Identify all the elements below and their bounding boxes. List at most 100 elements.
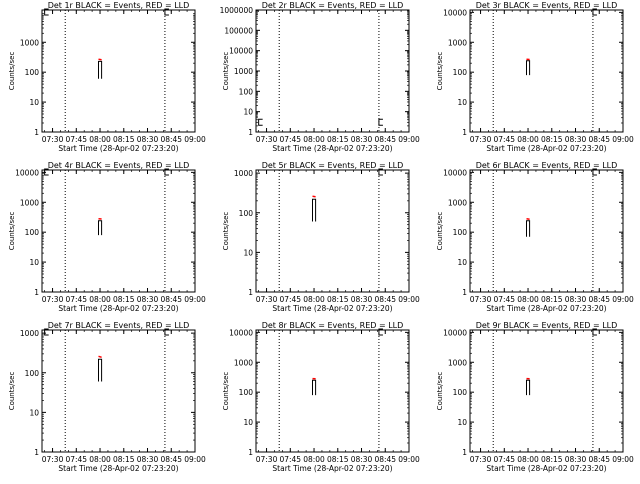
- events-series-line: [313, 380, 316, 395]
- chart-panel: Det 9r BLACK = Events, RED = LLD11010010…: [436, 321, 634, 473]
- y-tick-label: 1000: [20, 329, 39, 338]
- y-axis-label: Counts/sec: [8, 372, 16, 411]
- y-tick-label: 1: [34, 128, 39, 137]
- y-tick-label: 1000: [234, 169, 253, 178]
- y-tick-label: 1000: [20, 198, 39, 207]
- x-tick-label: 08:15: [327, 135, 349, 144]
- y-tick-label: 1: [248, 128, 253, 137]
- y-tick-label: 10: [457, 418, 467, 427]
- x-tick-label: 07:30: [42, 135, 64, 144]
- y-tick-label: 10: [29, 258, 39, 267]
- x-tick-label: 07:45: [65, 455, 87, 464]
- x-tick-label: 09:00: [184, 295, 206, 304]
- y-axis-label: Counts/sec: [8, 212, 16, 251]
- y-tick-label: 1000: [234, 67, 253, 76]
- y-tick-label: 100: [453, 68, 468, 77]
- y-tick-label: 100: [453, 228, 468, 237]
- events-series-line: [99, 221, 102, 235]
- y-tick-label: 100: [25, 369, 40, 378]
- y-tick-label: 100000: [224, 26, 253, 35]
- x-tick-label: 08:45: [374, 455, 396, 464]
- x-tick-label: 08:45: [160, 455, 182, 464]
- x-tick-label: 08:30: [351, 135, 373, 144]
- x-tick-label: 09:00: [612, 295, 634, 304]
- x-tick-label: 08:45: [588, 295, 610, 304]
- x-tick-label: 08:15: [541, 295, 563, 304]
- x-tick-label: 07:30: [42, 295, 64, 304]
- events-series-line: [99, 61, 102, 78]
- x-tick-label: 07:30: [42, 455, 64, 464]
- y-axis-label: Counts/sec: [436, 212, 444, 251]
- x-tick-label: 07:45: [279, 455, 301, 464]
- x-tick-label: 08:15: [327, 455, 349, 464]
- x-tick-label: 08:30: [565, 295, 587, 304]
- x-tick-label: 07:45: [493, 135, 515, 144]
- x-tick-label: 08:30: [565, 135, 587, 144]
- y-tick-label: 10: [29, 408, 39, 417]
- y-tick-label: 1000000: [220, 6, 254, 15]
- x-tick-label: 08:45: [374, 135, 396, 144]
- x-tick-label: 09:00: [184, 455, 206, 464]
- x-tick-label: 08:45: [374, 295, 396, 304]
- x-axis-label: Start Time (28-Apr-02 07:23:20): [272, 464, 392, 473]
- y-tick-label: 1000: [234, 358, 253, 367]
- x-tick-label: 08:15: [113, 455, 135, 464]
- y-tick-label: 1: [248, 448, 253, 457]
- x-tick-label: 08:45: [160, 135, 182, 144]
- flag-marker: [379, 119, 383, 125]
- x-axis-label: Start Time (28-Apr-02 07:23:20): [272, 144, 392, 153]
- y-tick-label: 100: [25, 228, 40, 237]
- x-tick-label: 08:45: [160, 295, 182, 304]
- x-tick-label: 08:30: [565, 455, 587, 464]
- x-tick-label: 08:30: [137, 455, 159, 464]
- x-tick-label: 08:45: [588, 135, 610, 144]
- y-axis-label: Counts/sec: [222, 372, 230, 411]
- x-tick-label: 08:30: [137, 295, 159, 304]
- y-tick-label: 1: [462, 288, 467, 297]
- x-tick-label: 09:00: [184, 135, 206, 144]
- x-tick-label: 08:15: [541, 455, 563, 464]
- x-tick-label: 07:30: [256, 455, 278, 464]
- chart-panel: Det 3r BLACK = Events, RED = LLD11010010…: [436, 1, 634, 153]
- y-tick-label: 1: [34, 448, 39, 457]
- y-tick-label: 10000: [443, 168, 467, 177]
- x-tick-label: 08:30: [351, 455, 373, 464]
- x-tick-label: 08:00: [517, 295, 539, 304]
- x-tick-label: 09:00: [612, 455, 634, 464]
- lld-series-line: [99, 356, 102, 357]
- x-axis-label: Start Time (28-Apr-02 07:23:20): [486, 304, 606, 313]
- y-tick-label: 10000: [443, 8, 467, 17]
- y-axis-label: Counts/sec: [8, 52, 16, 91]
- chart-panel: Det 1r BLACK = Events, RED = LLD11010010…: [8, 1, 206, 153]
- x-tick-label: 07:30: [256, 135, 278, 144]
- x-tick-label: 07:30: [470, 135, 492, 144]
- x-tick-label: 08:00: [517, 455, 539, 464]
- x-tick-label: 08:00: [89, 455, 111, 464]
- x-tick-label: 09:00: [612, 135, 634, 144]
- y-tick-label: 10: [243, 248, 253, 257]
- events-series-line: [313, 199, 316, 221]
- y-tick-label: 1: [34, 288, 39, 297]
- events-series-line: [527, 221, 530, 237]
- y-tick-label: 1000: [20, 38, 39, 47]
- x-tick-label: 07:45: [279, 135, 301, 144]
- x-axis-label: Start Time (28-Apr-02 07:23:20): [486, 464, 606, 473]
- events-series-line: [527, 380, 530, 395]
- chart-panel: Det 2r BLACK = Events, RED = LLD11010010…: [220, 1, 420, 153]
- y-tick-label: 1000: [448, 358, 467, 367]
- y-tick-label: 10000: [443, 328, 467, 337]
- x-tick-label: 08:15: [113, 135, 135, 144]
- chart-panel: Det 8r BLACK = Events, RED = LLD11010010…: [222, 321, 420, 473]
- y-tick-label: 10000: [15, 168, 39, 177]
- chart-panel: Det 6r BLACK = Events, RED = LLD11010010…: [436, 161, 634, 313]
- x-tick-label: 07:45: [493, 455, 515, 464]
- x-tick-label: 08:30: [351, 295, 373, 304]
- y-tick-label: 1: [462, 128, 467, 137]
- x-tick-label: 07:45: [493, 295, 515, 304]
- chart-panel: Det 5r BLACK = Events, RED = LLD11010010…: [222, 161, 420, 313]
- x-axis-label: Start Time (28-Apr-02 07:23:20): [58, 304, 178, 313]
- y-tick-label: 10: [457, 98, 467, 107]
- x-axis-label: Start Time (28-Apr-02 07:23:20): [272, 304, 392, 313]
- x-tick-label: 08:45: [588, 455, 610, 464]
